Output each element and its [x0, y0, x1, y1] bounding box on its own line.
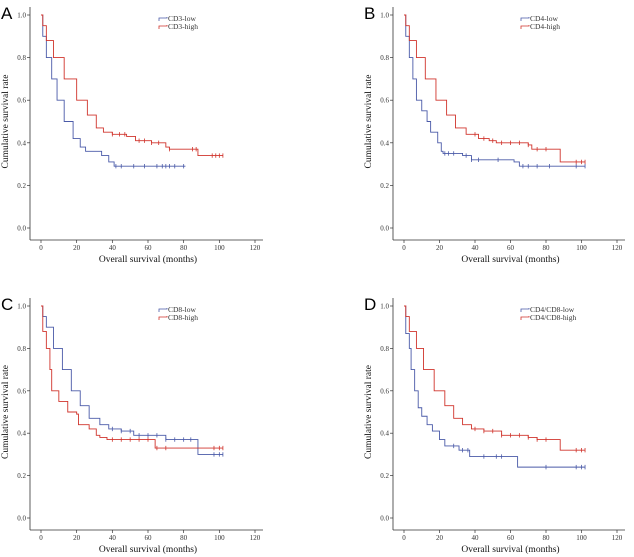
- y-axis-label: Cumulative survival rate: [1, 365, 11, 459]
- y-tick-label: 0.0: [380, 515, 389, 523]
- x-tick-label: 60: [507, 534, 515, 542]
- x-tick-label: 80: [180, 244, 188, 252]
- legend-swatch: [520, 316, 530, 320]
- y-tick-label: 0.2: [17, 182, 26, 190]
- x-tick-label: 120: [250, 534, 261, 542]
- legend-entry: CD4-low: [530, 14, 559, 23]
- x-tick-label: 40: [472, 244, 480, 252]
- x-tick-label: 40: [109, 534, 117, 542]
- y-tick-label: 0.8: [380, 54, 389, 62]
- y-tick-label: 0.0: [17, 515, 26, 523]
- x-tick-label: 100: [576, 534, 587, 542]
- y-tick-label: 0.8: [380, 345, 389, 353]
- x-tick-label: 100: [576, 244, 587, 252]
- panel-letter: A: [1, 4, 13, 23]
- survival-curve-cd4-cd8-high: [404, 305, 586, 451]
- survival-curve-cd4-low: [404, 14, 586, 167]
- x-tick-label: 0: [39, 534, 43, 542]
- legend-swatch: [158, 308, 168, 312]
- legend-entry: CD3-low: [168, 14, 197, 23]
- panel-B: B 0.0 0.2 0.4 0.6 0.8 1.0 0 20 40 60 80 100 120 Overal…: [364, 4, 625, 265]
- y-tick-label: 0.2: [17, 472, 26, 480]
- panel-letter: D: [364, 295, 376, 314]
- y-tick-label: 0.8: [17, 345, 26, 353]
- y-tick-label: 0.6: [17, 97, 26, 105]
- x-tick-label: 20: [436, 244, 444, 252]
- legend-swatch: [158, 25, 168, 29]
- y-tick-label: 1.0: [380, 303, 389, 311]
- x-axis-label: Overall survival (months): [461, 544, 559, 555]
- legend-swatch: [520, 25, 530, 29]
- legend-entry: CD3-high: [168, 22, 198, 31]
- x-tick-label: 0: [402, 244, 406, 252]
- y-tick-label: 0.2: [380, 182, 389, 190]
- y-tick-label: 0.4: [380, 139, 389, 147]
- panel-letter: C: [1, 295, 13, 314]
- panel-A: A 0.0 0.2 0.4 0.6 0.8 1.0 0 20 40 60 80 100 120 Overal…: [1, 4, 263, 265]
- x-tick-label: 120: [250, 244, 261, 252]
- x-axis-label: Overall survival (months): [99, 544, 197, 555]
- x-tick-label: 20: [73, 534, 81, 542]
- x-tick-label: 100: [214, 244, 225, 252]
- survival-curve-cd4-high: [404, 14, 586, 163]
- survival-curve-cd3-low: [41, 14, 186, 167]
- legend-swatch: [158, 17, 168, 21]
- panel-C: C 0.0 0.2 0.4 0.6 0.8 1.0 0 20 40 60 80 100 120 Overal…: [1, 295, 263, 555]
- x-tick-label: 80: [543, 244, 551, 252]
- x-tick-label: 80: [180, 534, 188, 542]
- panel-letter: B: [364, 4, 375, 23]
- y-tick-label: 1.0: [17, 303, 26, 311]
- legend-entry: CD4/CD8-high: [530, 313, 577, 322]
- x-tick-label: 80: [543, 534, 551, 542]
- legend-swatch: [520, 308, 530, 312]
- legend-swatch: [520, 17, 530, 21]
- survival-curve-cd3-high: [41, 14, 223, 157]
- x-tick-label: 120: [612, 244, 623, 252]
- x-tick-label: 60: [507, 244, 515, 252]
- x-tick-label: 60: [145, 534, 153, 542]
- x-tick-label: 120: [612, 534, 623, 542]
- legend-entry: CD4/CD8-low: [530, 305, 575, 314]
- legend-swatch: [158, 316, 168, 320]
- survival-curve-cd8-low: [41, 305, 223, 455]
- y-axis-label: Cumulative survival rate: [1, 75, 11, 169]
- x-tick-label: 0: [39, 244, 43, 252]
- survival-curve-cd8-high: [41, 305, 223, 449]
- y-tick-label: 0.0: [380, 225, 389, 233]
- y-tick-label: 0.4: [17, 430, 26, 438]
- y-tick-label: 0.0: [17, 225, 26, 233]
- x-tick-label: 40: [109, 244, 117, 252]
- y-tick-label: 0.2: [380, 472, 389, 480]
- y-tick-label: 0.4: [17, 139, 26, 147]
- y-tick-label: 1.0: [17, 12, 26, 20]
- y-tick-label: 0.6: [380, 97, 389, 105]
- x-tick-label: 0: [402, 534, 406, 542]
- x-axis-label: Overall survival (months): [99, 254, 197, 265]
- x-axis-label: Overall survival (months): [461, 254, 559, 265]
- y-tick-label: 0.4: [380, 430, 389, 438]
- legend-entry: CD8-high: [168, 313, 198, 322]
- y-axis-label: Cumulative survival rate: [364, 75, 374, 169]
- y-tick-label: 1.0: [380, 12, 389, 20]
- legend-entry: CD4-high: [530, 22, 560, 31]
- y-tick-label: 0.8: [17, 54, 26, 62]
- x-tick-label: 40: [472, 534, 480, 542]
- x-tick-label: 20: [436, 534, 444, 542]
- survival-curve-cd4-cd8-low: [404, 305, 586, 468]
- x-tick-label: 20: [73, 244, 81, 252]
- x-tick-label: 100: [214, 534, 225, 542]
- panel-D: D 0.0 0.2 0.4 0.6 0.8 1.0 0 20 40 60 80 100 120 Overal…: [364, 295, 625, 555]
- y-axis-label: Cumulative survival rate: [364, 365, 374, 459]
- legend-entry: CD8-low: [168, 305, 197, 314]
- y-tick-label: 0.6: [380, 387, 389, 395]
- x-tick-label: 60: [145, 244, 153, 252]
- y-tick-label: 0.6: [17, 387, 26, 395]
